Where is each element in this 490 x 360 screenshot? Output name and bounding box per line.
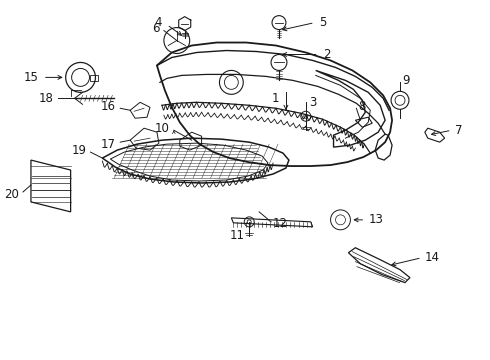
Text: 1: 1 (271, 92, 279, 105)
Text: 9: 9 (402, 74, 410, 87)
Text: 16: 16 (100, 100, 115, 113)
Bar (91, 75, 98, 81)
Text: 19: 19 (72, 144, 87, 157)
Text: 17: 17 (100, 138, 115, 150)
Text: 3: 3 (309, 96, 316, 109)
Text: 6: 6 (152, 22, 160, 35)
Text: 11: 11 (229, 229, 244, 242)
Text: 5: 5 (318, 16, 326, 29)
Text: 20: 20 (4, 188, 19, 202)
Text: 7: 7 (455, 124, 462, 137)
Text: 8: 8 (358, 100, 366, 113)
Text: 15: 15 (24, 71, 39, 84)
Text: 10: 10 (155, 122, 170, 135)
Text: 2: 2 (322, 48, 330, 61)
Text: 4: 4 (154, 16, 162, 29)
Text: 14: 14 (425, 251, 440, 264)
Text: 13: 13 (368, 213, 383, 226)
Text: 12: 12 (273, 217, 288, 230)
Text: 18: 18 (39, 92, 54, 105)
